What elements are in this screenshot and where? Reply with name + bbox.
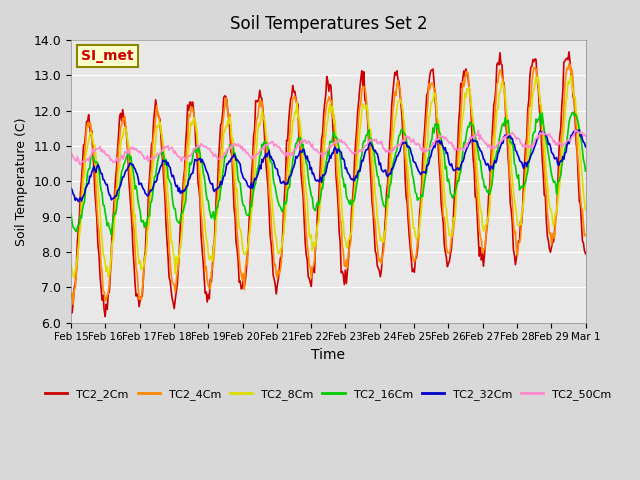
TC2_8Cm [582, 207, 589, 213]
TC2_16Cm [347, 197, 355, 203]
TC2_2Cm [101, 313, 109, 319]
TC2_50Cm [316, 150, 323, 156]
TC2_2Cm [374, 265, 382, 271]
Text: SI_met: SI_met [81, 49, 134, 63]
TC2_8Cm [347, 232, 355, 238]
TC2_32Cm [570, 128, 578, 134]
Line: TC2_16Cm: TC2_16Cm [71, 112, 586, 235]
TC2_16Cm [582, 168, 589, 174]
TC2_32Cm [575, 127, 583, 132]
TC2_16Cm [570, 109, 577, 115]
TC2_4Cm [582, 232, 589, 238]
TC2_16Cm [572, 111, 579, 117]
TC2_8Cm [70, 275, 78, 281]
TC2_50Cm [374, 140, 382, 145]
TC2_16Cm [108, 232, 115, 238]
TC2_50Cm [77, 161, 84, 167]
TC2_32Cm [347, 175, 355, 181]
TC2_50Cm [582, 133, 589, 139]
TC2_16Cm [316, 199, 323, 205]
Line: TC2_8Cm: TC2_8Cm [71, 76, 586, 278]
TC2_4Cm [67, 294, 75, 300]
TC2_2Cm [316, 178, 323, 183]
Line: TC2_50Cm: TC2_50Cm [71, 130, 586, 164]
TC2_8Cm [67, 263, 75, 268]
TC2_32Cm [316, 178, 323, 183]
TC2_16Cm [374, 174, 382, 180]
TC2_2Cm [312, 234, 320, 240]
TC2_50Cm [490, 145, 498, 151]
TC2_4Cm [565, 60, 573, 66]
TC2_2Cm [490, 103, 498, 108]
TC2_50Cm [67, 151, 75, 156]
TC2_8Cm [567, 73, 575, 79]
TC2_4Cm [69, 301, 77, 307]
TC2_32Cm [582, 144, 589, 150]
TC2_50Cm [312, 146, 320, 152]
TC2_50Cm [570, 133, 578, 139]
TC2_2Cm [67, 310, 75, 315]
TC2_4Cm [374, 253, 382, 259]
TC2_32Cm [312, 178, 320, 184]
Legend: TC2_2Cm, TC2_4Cm, TC2_8Cm, TC2_16Cm, TC2_32Cm, TC2_50Cm: TC2_2Cm, TC2_4Cm, TC2_8Cm, TC2_16Cm, TC2… [41, 384, 616, 404]
TC2_2Cm [347, 238, 355, 244]
TC2_2Cm [582, 251, 589, 257]
TC2_4Cm [490, 130, 498, 136]
TC2_50Cm [347, 148, 355, 154]
TC2_32Cm [67, 185, 75, 191]
TC2_50Cm [572, 127, 579, 133]
TC2_2Cm [572, 118, 579, 123]
TC2_8Cm [572, 94, 579, 99]
TC2_8Cm [374, 222, 382, 228]
TC2_32Cm [374, 155, 382, 161]
TC2_4Cm [316, 199, 323, 205]
TC2_8Cm [490, 148, 498, 154]
Line: TC2_4Cm: TC2_4Cm [71, 63, 586, 304]
TC2_16Cm [490, 164, 498, 170]
Line: TC2_32Cm: TC2_32Cm [71, 130, 586, 202]
TC2_4Cm [572, 109, 579, 115]
TC2_4Cm [347, 240, 355, 246]
TC2_16Cm [67, 212, 75, 217]
Y-axis label: Soil Temperature (C): Soil Temperature (C) [15, 117, 28, 246]
TC2_8Cm [316, 207, 323, 213]
TC2_32Cm [74, 199, 82, 204]
Title: Soil Temperatures Set 2: Soil Temperatures Set 2 [230, 15, 427, 33]
TC2_2Cm [565, 49, 573, 55]
TC2_32Cm [490, 161, 498, 167]
Line: TC2_2Cm: TC2_2Cm [71, 52, 586, 316]
TC2_8Cm [312, 234, 320, 240]
TC2_16Cm [312, 203, 320, 208]
TC2_4Cm [312, 232, 320, 238]
X-axis label: Time: Time [311, 348, 346, 362]
